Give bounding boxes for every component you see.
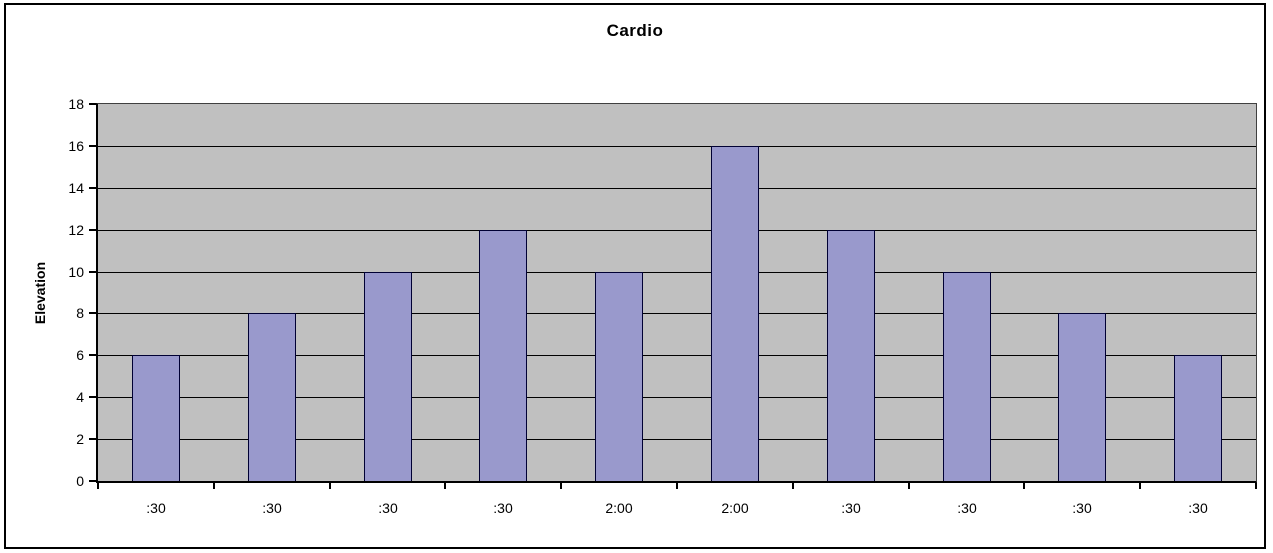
y-axis-tick-label: 4 xyxy=(76,389,84,405)
bar xyxy=(1174,355,1222,481)
y-axis-tick-label: 0 xyxy=(76,473,84,489)
bar xyxy=(943,272,991,481)
x-axis-tick xyxy=(676,483,678,489)
x-axis-category-label: 2:00 xyxy=(605,500,633,516)
bar xyxy=(595,272,643,481)
x-axis-tick xyxy=(908,483,910,489)
chart-frame: Cardio Elevation 0 2 4 6 8 10 12 14 16 18 :30:30:… xyxy=(4,3,1266,549)
x-axis-tick xyxy=(329,483,331,489)
bar xyxy=(827,230,875,481)
gridline xyxy=(98,313,1256,314)
x-axis-category-label: :30 xyxy=(146,500,166,516)
x-axis-tick xyxy=(444,483,446,489)
x-axis-category-label: :30 xyxy=(378,500,398,516)
x-axis-category-label: :30 xyxy=(957,500,977,516)
bar xyxy=(1058,313,1106,481)
y-axis-tick xyxy=(89,229,96,231)
x-axis-category-label: :30 xyxy=(493,500,513,516)
x-axis-tick xyxy=(97,483,99,489)
y-axis-tick-label: 16 xyxy=(68,138,84,154)
bar xyxy=(479,230,527,481)
chart-title: Cardio xyxy=(606,21,664,40)
gridline xyxy=(98,439,1256,440)
x-axis-category-label: 2:00 xyxy=(721,500,749,516)
y-axis-tick-label: 2 xyxy=(76,431,84,447)
x-axis-tick xyxy=(560,483,562,489)
x-axis-category-label: :30 xyxy=(1188,500,1208,516)
y-axis-tick-label: 6 xyxy=(76,347,84,363)
gridline xyxy=(98,188,1256,189)
plot-area xyxy=(96,103,1257,483)
gridline xyxy=(98,146,1256,147)
y-axis-tick-label: 10 xyxy=(68,264,84,280)
y-axis-tick xyxy=(89,103,96,105)
bar xyxy=(132,355,180,481)
bar xyxy=(248,313,296,481)
y-axis-tick-label: 8 xyxy=(76,305,84,321)
bar xyxy=(364,272,412,481)
y-axis-tick xyxy=(89,312,96,314)
y-axis-tick xyxy=(89,480,96,482)
gridline xyxy=(98,397,1256,398)
y-axis-tick xyxy=(89,271,96,273)
bar xyxy=(711,146,759,481)
y-axis-tick-label: 18 xyxy=(68,96,84,112)
x-axis-tick xyxy=(1139,483,1141,489)
x-axis-category-label: :30 xyxy=(1072,500,1092,516)
x-axis-category-label: :30 xyxy=(262,500,282,516)
y-axis-tick-label: 12 xyxy=(68,222,84,238)
x-axis-tick xyxy=(1255,483,1257,489)
y-axis-tick xyxy=(89,354,96,356)
y-axis-tick xyxy=(89,187,96,189)
gridline xyxy=(98,230,1256,231)
y-axis-tick xyxy=(89,396,96,398)
x-axis-tick xyxy=(213,483,215,489)
x-axis-tick xyxy=(792,483,794,489)
gridline xyxy=(98,272,1256,273)
y-axis-tick xyxy=(89,145,96,147)
x-axis-category-label: :30 xyxy=(841,500,861,516)
x-axis-tick xyxy=(1023,483,1025,489)
y-axis-tick xyxy=(89,438,96,440)
y-axis-tick-label: 14 xyxy=(68,180,84,196)
gridline xyxy=(98,355,1256,356)
